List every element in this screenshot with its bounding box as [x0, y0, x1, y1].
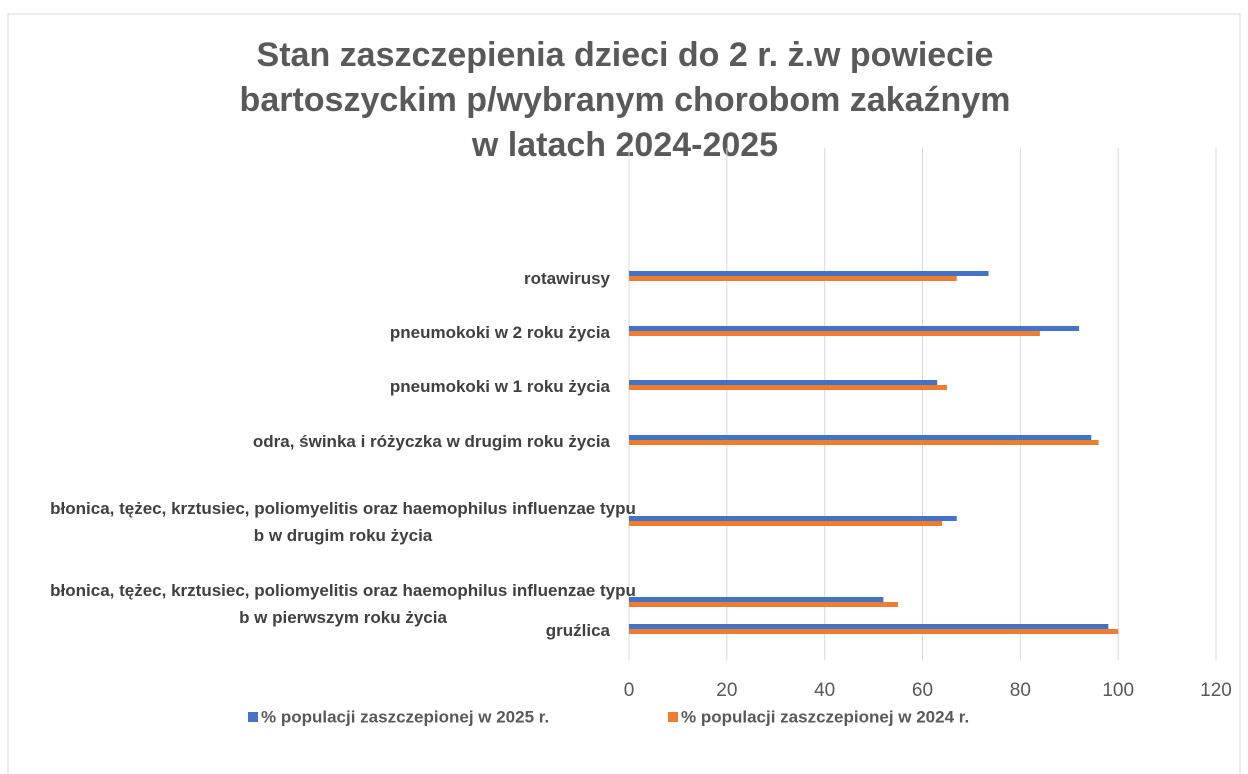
x-tick-label: 60 [912, 680, 933, 701]
bar [629, 380, 938, 385]
x-tick-label: 100 [1102, 680, 1134, 701]
chart-frame [7, 13, 1241, 774]
chart-title: w latach 2024-2025 [471, 126, 778, 164]
x-tick-label: 20 [716, 680, 737, 701]
bar [629, 521, 943, 526]
legend-swatch [668, 712, 678, 722]
chart-title: Stan zaszczepienia dzieci do 2 r. ż.w po… [257, 36, 994, 74]
y-tick-label: gruźlica [545, 621, 610, 640]
bar [629, 271, 989, 276]
bar [629, 435, 1092, 440]
bar [629, 516, 957, 521]
y-tick-label: pneumokoki w 1 roku życia [389, 377, 610, 396]
bar [629, 624, 1109, 629]
legend-swatch [248, 712, 258, 722]
bar [629, 331, 1040, 336]
x-tick-label: 120 [1200, 680, 1232, 701]
bar [629, 440, 1099, 445]
bar [629, 597, 884, 602]
y-tick-label: odra, świnka i różyczka w drugim roku ży… [252, 432, 610, 451]
legend-label: % populacji zaszczepionej w 2024 r. [681, 707, 969, 726]
x-tick-label: 80 [1010, 680, 1031, 701]
chart-title: bartoszyckim p/wybranym chorobom zakaźny… [240, 81, 1011, 119]
bar [629, 629, 1119, 634]
y-tick-label: błonica, tężec, krztusiec, poliomyelitis… [50, 499, 636, 545]
x-tick-label: 0 [624, 680, 635, 701]
legend-label: % populacji zaszczepionej w 2025 r. [261, 707, 549, 726]
bar [629, 385, 947, 390]
y-tick-label: pneumokoki w 2 roku życia [389, 323, 610, 342]
bar [629, 276, 957, 281]
x-tick-label: 40 [814, 680, 835, 701]
y-tick-label: rotawirusy [524, 269, 610, 288]
bar [629, 602, 899, 607]
bar [629, 326, 1080, 331]
y-tick-label: błonica, tężec, krztusiec, poliomyelitis… [50, 581, 636, 627]
